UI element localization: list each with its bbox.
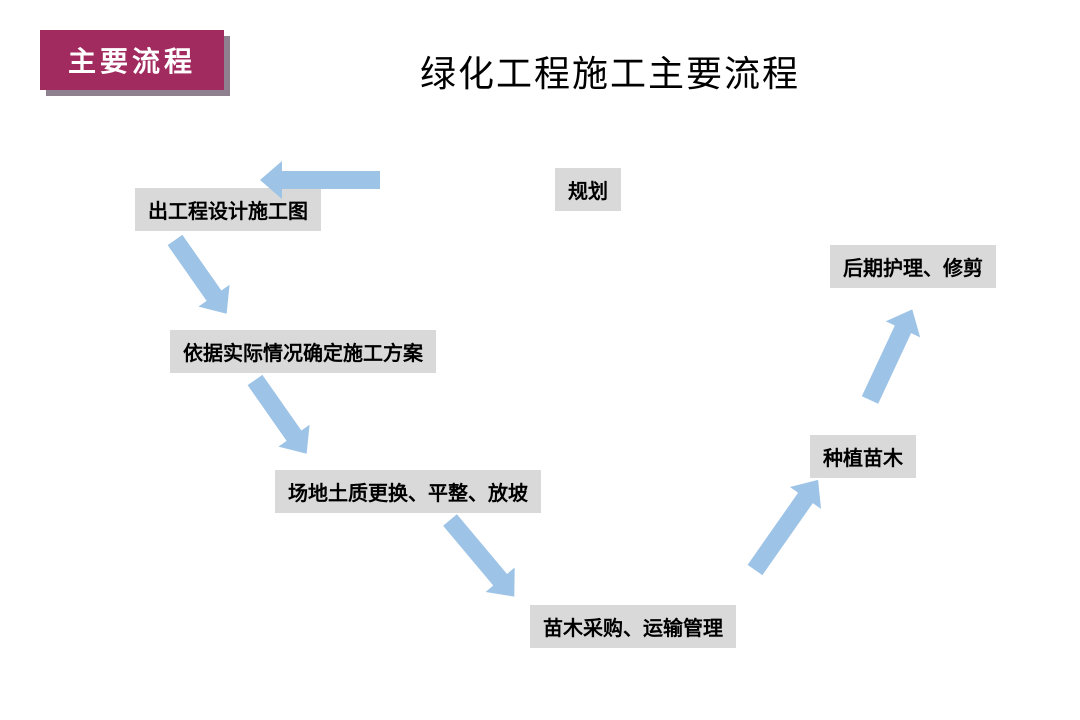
flow-node-n4: 苗木采购、运输管理 — [530, 605, 736, 648]
flow-node-n5: 种植苗木 — [810, 435, 916, 478]
flow-node-n3: 场地土质更换、平整、放坡 — [275, 470, 541, 513]
section-badge: 主要流程 — [40, 30, 224, 90]
flow-node-label: 规划 — [568, 181, 608, 203]
diagram-canvas: 主要流程 绿化工程施工主要流程 规划出工程设计施工图依据实际情况确定施工方案场地… — [0, 0, 1080, 720]
flow-node-label: 后期护理、修剪 — [843, 258, 983, 280]
flow-node-n6: 后期护理、修剪 — [830, 245, 996, 288]
flow-node-label: 苗木采购、运输管理 — [543, 618, 723, 640]
flow-node-label: 依据实际情况确定施工方案 — [183, 343, 423, 365]
flow-node-n2: 依据实际情况确定施工方案 — [170, 330, 436, 373]
flow-node-label: 场地土质更换、平整、放坡 — [288, 483, 528, 505]
page-title: 绿化工程施工主要流程 — [420, 45, 800, 97]
flow-node-label: 种植苗木 — [823, 448, 903, 470]
flow-node-n0: 规划 — [555, 168, 621, 211]
flow-node-label: 出工程设计施工图 — [148, 201, 308, 223]
